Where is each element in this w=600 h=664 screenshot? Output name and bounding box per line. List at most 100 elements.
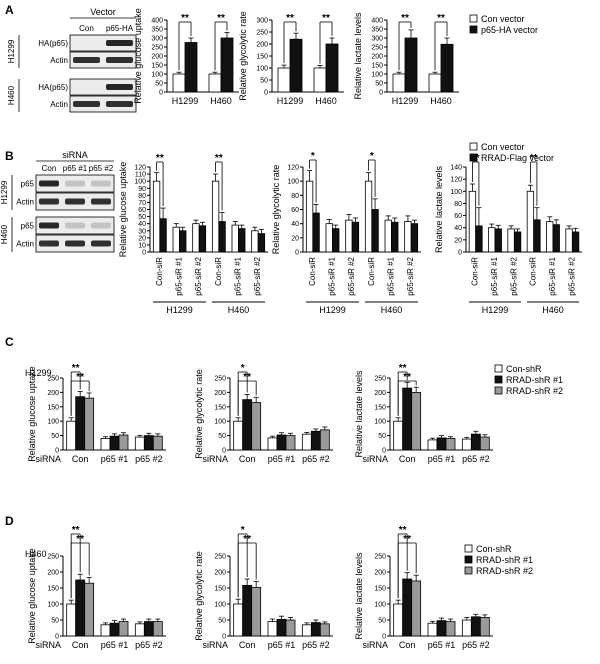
bar xyxy=(109,622,120,637)
cell-line-label: H1299 xyxy=(7,39,16,63)
legend-swatch xyxy=(469,153,478,162)
blot-band xyxy=(106,101,133,107)
y-tick-label: 250 xyxy=(47,554,59,561)
y-tick-label: 0 xyxy=(55,448,59,455)
chart-c-glucose: 0 50 100 150 200 250 Relative glucose uptake Co… xyxy=(27,363,166,464)
bar xyxy=(440,43,454,93)
x-tick-label: p65-siR #2 xyxy=(509,256,518,295)
x-tick-label: p65 #1 xyxy=(268,640,296,650)
bar xyxy=(84,397,95,451)
x-tick-label: Con-siR xyxy=(308,257,317,286)
y-tick-label: 50 xyxy=(51,433,59,440)
legend-swatch xyxy=(469,25,478,34)
x-tick-label: p65 #1 xyxy=(428,640,456,650)
chart-a-glucose: 0 50 100 150 200 250 300 350 400 Relative glucose… xyxy=(133,8,239,106)
y-tick-label: 200 xyxy=(371,54,383,61)
sig-label: * xyxy=(241,363,245,374)
y-tick-label: 100 xyxy=(47,602,59,609)
legend-label: RRAD-shR #1 xyxy=(476,555,533,565)
bar xyxy=(66,420,77,451)
bar xyxy=(143,435,154,451)
x-tick-label: Con xyxy=(72,640,89,650)
y-tick-label: 50 xyxy=(51,618,59,625)
x-tick-label: p65 #2 xyxy=(302,640,330,650)
bar xyxy=(220,37,234,93)
y-tick-label: 150 xyxy=(214,586,226,593)
y-tick-label: 50 xyxy=(378,433,386,440)
lane-label: Con xyxy=(79,24,94,33)
bar xyxy=(468,190,477,253)
x-tick-label: Con xyxy=(239,640,256,650)
bar xyxy=(172,226,180,253)
bar xyxy=(571,231,580,253)
bar xyxy=(427,439,438,451)
lane-label: Con xyxy=(42,164,57,173)
y-tick-label: 50 xyxy=(218,618,226,625)
x-tick-label: p65-siR #1 xyxy=(328,256,337,295)
legend-swatch xyxy=(469,14,478,23)
bar xyxy=(301,624,312,637)
blot-strip xyxy=(69,51,137,69)
x-tick-label: p65 #2 xyxy=(135,454,163,464)
bar xyxy=(445,438,456,451)
legend-label: Con-shR xyxy=(476,544,512,554)
lane-label: p65 #1 xyxy=(63,164,88,173)
x-tick-label: p65-siR #2 xyxy=(567,256,576,295)
panel-letter-c: C xyxy=(5,335,14,349)
blot-strip xyxy=(69,78,137,96)
legend-label: Con-shR xyxy=(506,364,542,374)
y-tick-label: 100 xyxy=(374,602,386,609)
y-tick-label: 300 xyxy=(256,18,268,25)
bar xyxy=(410,223,419,253)
bar xyxy=(461,438,472,451)
y-tick-label: 120 xyxy=(287,165,299,172)
y-axis-label: Relative glucose uptake xyxy=(133,8,143,104)
y-tick-label: 100 xyxy=(371,72,383,79)
blot-row-label: Actin xyxy=(16,240,34,249)
bar xyxy=(404,221,412,253)
bar xyxy=(159,218,167,253)
bar xyxy=(276,618,287,637)
y-tick-label: 100 xyxy=(134,179,146,186)
bar xyxy=(276,434,287,451)
y-axis-label: Relative glucose uptake xyxy=(118,162,128,258)
cell-line-label: H1299 xyxy=(0,180,9,204)
sig-label: ** xyxy=(76,372,84,383)
bar xyxy=(402,578,413,637)
y-tick-label: 100 xyxy=(256,66,268,73)
y-tick-label: 100 xyxy=(214,419,226,426)
x-tick-label: H1299 xyxy=(277,96,304,106)
blot-row-label: Actin xyxy=(50,56,68,65)
x-tick-label: p65-siR #2 xyxy=(253,256,262,295)
bar xyxy=(251,402,262,451)
sig-label: ** xyxy=(399,363,407,374)
legend-swatch xyxy=(494,364,503,373)
y-tick-label: 100 xyxy=(450,189,462,196)
bar xyxy=(285,619,296,637)
cell-label-d: H460 xyxy=(25,549,47,559)
bar xyxy=(75,396,86,451)
y-tick-label: 250 xyxy=(47,376,59,383)
y-tick-label: 200 xyxy=(256,42,268,49)
y-tick-label: 200 xyxy=(214,390,226,397)
bar xyxy=(392,73,406,93)
bar xyxy=(218,221,226,253)
y-tick-label: 0 xyxy=(142,250,146,257)
chart-a-lactate: 0 50 100 150 200 250 300 350 400 Relative lactate… xyxy=(353,12,459,106)
y-tick-label: 80 xyxy=(454,201,462,208)
blot-band xyxy=(91,198,111,205)
legend-swatch xyxy=(469,142,478,151)
blot-band xyxy=(39,198,59,205)
y-tick-label: 150 xyxy=(47,404,59,411)
legend-swatch xyxy=(494,386,503,395)
y-tick-label: 200 xyxy=(374,390,386,397)
bar xyxy=(325,223,333,253)
y-tick-label: 140 xyxy=(450,165,462,172)
bar xyxy=(257,233,266,253)
bar xyxy=(192,223,200,253)
bar xyxy=(533,219,541,253)
group-label: H460 xyxy=(542,305,564,315)
y-axis-label: Relative glycolytic rate xyxy=(194,369,204,459)
x-tick-label: p65-siR #1 xyxy=(548,256,557,295)
